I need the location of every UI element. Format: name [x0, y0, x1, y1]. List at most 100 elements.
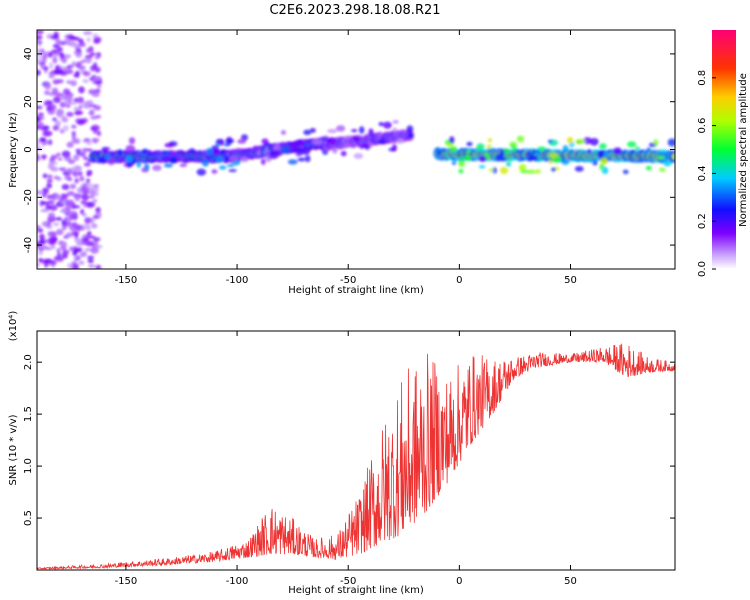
- heatmap-cell: [125, 155, 133, 163]
- heatmap-cell: [136, 161, 142, 168]
- heatmap-cell: [626, 141, 637, 148]
- heatmap-cell: [57, 157, 63, 161]
- heatmap-cell: [50, 238, 57, 246]
- heatmap-cell: [93, 184, 100, 188]
- heatmap-cell: [52, 222, 60, 227]
- heatmap-cell: [450, 146, 458, 153]
- heatmap-cell: [63, 54, 72, 59]
- heatmap-cell: [458, 168, 464, 174]
- heatmap-cell: [69, 183, 76, 190]
- heatmap-cell: [152, 164, 162, 172]
- heatmap-cell: [141, 148, 149, 155]
- heatmap-cell: [87, 195, 95, 199]
- heatmap-cell: [37, 190, 43, 195]
- heatmap-cell: [143, 163, 150, 171]
- heatmap-cell: [93, 76, 101, 82]
- heatmap-cell: [383, 121, 392, 129]
- snr-frame: [36, 330, 676, 571]
- heatmap-cell: [268, 154, 278, 160]
- heatmap-cell: [378, 121, 384, 127]
- heatmap-cell: [551, 167, 556, 172]
- heatmap-cell: [48, 75, 55, 79]
- heatmap-cell: [53, 96, 62, 104]
- heatmap-cell: [61, 183, 70, 191]
- heatmap-cell: [51, 49, 59, 54]
- x-tick-label: 50: [564, 576, 577, 587]
- heatmap-cell: [89, 52, 96, 57]
- heatmap-cell: [55, 228, 64, 236]
- heatmap-cell: [37, 61, 46, 65]
- heatmap-cell: [128, 137, 136, 145]
- heatmap-cell: [55, 38, 62, 45]
- x-tick-label: 50: [564, 275, 577, 286]
- heatmap-cell: [94, 244, 103, 249]
- heatmap-cell: [304, 155, 311, 163]
- heatmap-cell: [499, 166, 509, 175]
- heatmap-cell: [73, 264, 79, 269]
- heatmap-cell: [62, 125, 69, 132]
- heatmap-cell: [71, 261, 78, 265]
- heatmap-cell: [70, 166, 77, 172]
- heatmap-cell: [37, 121, 45, 129]
- heatmap-cell: [487, 138, 493, 143]
- heatmap-cell: [225, 139, 235, 143]
- heatmap-cell: [56, 152, 61, 157]
- heatmap-cell: [463, 155, 473, 162]
- heatmap-cell: [41, 154, 46, 161]
- heatmap-cell: [84, 54, 93, 60]
- x-tick-label: -50: [340, 275, 356, 286]
- heatmap-cell: [54, 195, 62, 200]
- heatmap-cell: [68, 246, 74, 252]
- heatmap-cell: [476, 143, 485, 151]
- heatmap-cell: [95, 207, 101, 214]
- y-tick-label: -20: [23, 189, 34, 205]
- heatmap-cell: [505, 161, 512, 167]
- heatmap-cell: [83, 138, 91, 142]
- heatmap-cell: [75, 50, 83, 58]
- heatmap-cell: [518, 164, 527, 172]
- heatmap-cell: [503, 148, 509, 153]
- heatmap-cell: [88, 264, 96, 268]
- heatmap-cell: [42, 173, 48, 179]
- heatmap-cell: [37, 105, 43, 110]
- y-tick-label: 0: [23, 146, 34, 152]
- heatmap-cell: [94, 88, 101, 93]
- heatmap-cell: [575, 138, 586, 145]
- heatmap-cell: [653, 138, 659, 147]
- heatmap-cell: [45, 204, 52, 211]
- heatmap-cell: [71, 61, 76, 66]
- heatmap-cell: [37, 40, 43, 45]
- heatmap-cell: [635, 146, 640, 151]
- heatmap-cell: [48, 212, 56, 219]
- y-tick-label: 2.0: [23, 354, 34, 370]
- heatmap-cell: [612, 147, 623, 155]
- heatmap-cell: [48, 71, 54, 76]
- heatmap-cell: [71, 138, 80, 144]
- heatmap-cell: [201, 159, 209, 167]
- snr-line-series: [37, 343, 675, 570]
- heatmap-cell: [340, 150, 347, 157]
- heatmap-cell: [90, 116, 98, 120]
- heatmap-cell: [377, 139, 386, 145]
- heatmap-cell: [55, 217, 63, 221]
- heatmap-cell: [62, 249, 70, 255]
- heatmap-cell: [435, 149, 441, 157]
- heatmap-cell: [335, 125, 346, 132]
- heatmap-cell: [574, 166, 584, 172]
- heatmap-cell: [47, 231, 56, 238]
- heatmap-cell: [71, 124, 77, 129]
- snr-y-multiplier: (x10⁴): [8, 311, 19, 342]
- heatmap-cell: [256, 149, 261, 157]
- colorbar-tick-label: 0.2: [697, 213, 708, 229]
- heatmap-cell: [59, 101, 67, 108]
- heatmap-cell: [45, 140, 50, 145]
- heatmap-cell: [61, 241, 68, 248]
- heatmap-cell: [65, 103, 71, 108]
- heatmap-cell: [488, 168, 495, 172]
- heatmap-cell: [37, 30, 44, 35]
- x-tick-label: 0: [456, 275, 462, 286]
- heatmap-cell: [597, 150, 605, 158]
- colorbar-tick-label: 0.8: [697, 70, 708, 86]
- heatmap-cell: [42, 129, 50, 137]
- x-tick-label: -150: [115, 576, 138, 587]
